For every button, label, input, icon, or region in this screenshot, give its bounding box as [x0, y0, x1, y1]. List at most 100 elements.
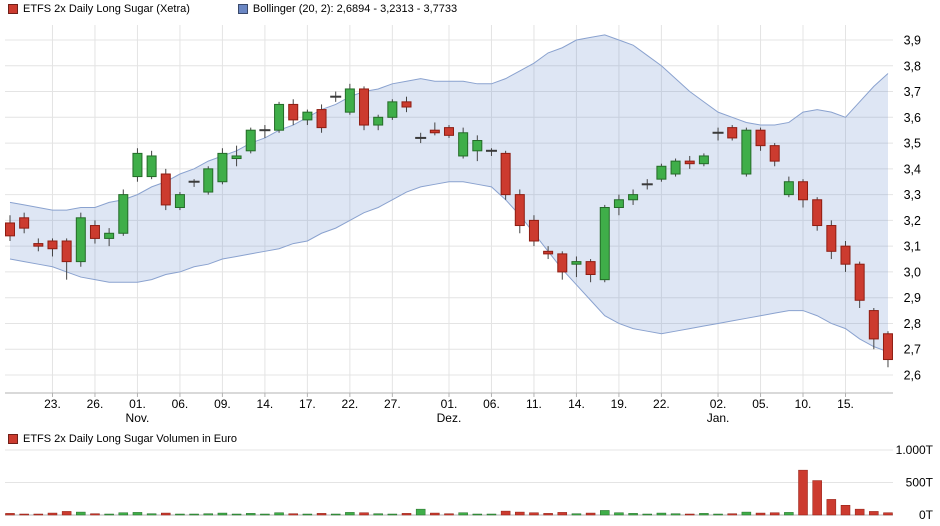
candle[interactable] [359, 88, 370, 126]
volume-bar[interactable] [288, 513, 298, 516]
volume-bar[interactable] [769, 512, 780, 516]
volume-bar[interactable] [713, 513, 723, 516]
volume-bar[interactable] [515, 511, 525, 516]
candle[interactable] [826, 225, 837, 252]
candle[interactable] [429, 129, 440, 134]
candle[interactable] [840, 245, 851, 265]
volume-bar[interactable] [5, 513, 15, 516]
volume-bar[interactable] [274, 512, 284, 516]
volume-bar[interactable] [585, 512, 596, 516]
volume-bar[interactable] [330, 513, 341, 516]
volume-bar[interactable] [854, 508, 865, 516]
volume-bar[interactable] [444, 513, 454, 516]
candle[interactable] [47, 240, 58, 250]
candle[interactable] [401, 101, 412, 108]
candle[interactable] [61, 240, 72, 263]
candle[interactable] [316, 109, 327, 129]
volume-bar[interactable] [217, 512, 228, 516]
candle[interactable] [500, 152, 511, 196]
candle[interactable] [628, 194, 639, 201]
candle[interactable] [132, 152, 143, 178]
candle[interactable] [585, 261, 596, 276]
volume-bar[interactable] [104, 513, 114, 516]
volume-bar[interactable] [798, 469, 808, 516]
volume-bar[interactable] [33, 513, 44, 516]
candle[interactable] [118, 194, 129, 234]
volume-bar[interactable] [600, 510, 610, 516]
candle[interactable] [458, 132, 469, 157]
volume-bar[interactable] [359, 512, 369, 516]
volume-bar[interactable] [245, 513, 256, 516]
candle[interactable] [798, 181, 809, 201]
candle-doji[interactable] [188, 180, 200, 183]
candle-doji[interactable] [712, 131, 724, 134]
candle-doji[interactable] [415, 136, 427, 139]
candle[interactable] [599, 207, 610, 281]
volume-bar[interactable] [543, 513, 553, 516]
candle[interactable] [528, 219, 539, 242]
candle-doji[interactable] [485, 149, 497, 152]
volume-bar[interactable] [755, 512, 766, 516]
candle[interactable] [727, 127, 738, 139]
volume-series-legend-item[interactable]: ETFS 2x Daily Long Sugar Volumen in Euro [8, 433, 237, 445]
volume-bar[interactable] [61, 511, 72, 516]
volume-bar[interactable] [812, 480, 822, 516]
bollinger-legend-item[interactable]: Bollinger (20, 2): 2,6894 - 3,2313 - 3,7… [237, 3, 457, 15]
candle[interactable] [656, 165, 667, 180]
candle[interactable] [160, 173, 171, 206]
candle[interactable] [670, 160, 681, 175]
price-series-legend-item[interactable]: ETFS 2x Daily Long Sugar (Xetra) [8, 3, 190, 15]
candle[interactable] [387, 101, 398, 118]
candle[interactable] [741, 129, 752, 175]
volume-bar[interactable] [741, 511, 752, 516]
candle[interactable] [89, 225, 100, 239]
candle[interactable] [443, 127, 454, 136]
volume-bar[interactable] [486, 513, 497, 516]
candle[interactable] [755, 129, 766, 147]
candle[interactable] [217, 152, 228, 183]
volume-bar[interactable] [883, 512, 893, 516]
candle[interactable] [783, 181, 794, 196]
volume-bar[interactable] [656, 512, 667, 516]
candle[interactable] [245, 129, 256, 152]
candle[interactable] [5, 222, 15, 237]
candle-doji[interactable] [259, 129, 271, 132]
volume-bar[interactable] [161, 512, 171, 516]
candle[interactable] [882, 333, 893, 361]
candle[interactable] [203, 168, 214, 193]
candle[interactable] [302, 111, 313, 121]
volume-bar[interactable] [628, 513, 638, 516]
candle[interactable] [684, 160, 695, 165]
volume-bar[interactable] [175, 513, 185, 516]
volume-bar[interactable] [90, 513, 100, 516]
volume-bar[interactable] [132, 512, 143, 516]
volume-bar[interactable] [302, 513, 313, 516]
volume-bar[interactable] [670, 513, 681, 516]
candle[interactable] [557, 253, 568, 273]
volume-bar[interactable] [203, 513, 214, 516]
candle[interactable] [33, 243, 44, 247]
candle[interactable] [698, 155, 709, 165]
volume-bar[interactable] [557, 512, 568, 516]
candle[interactable] [231, 155, 242, 160]
volume-bar[interactable] [684, 513, 695, 516]
volume-bar[interactable] [614, 512, 624, 516]
volume-bar[interactable] [19, 513, 29, 516]
candle[interactable] [373, 116, 384, 126]
candle[interactable] [344, 88, 355, 113]
volume-bar[interactable] [189, 513, 199, 516]
volume-bar[interactable] [76, 511, 86, 516]
candle[interactable] [146, 155, 157, 178]
candle[interactable] [812, 199, 823, 227]
candle-doji[interactable] [330, 95, 342, 98]
volume-bar[interactable] [401, 513, 412, 516]
candle[interactable] [543, 250, 554, 255]
candle[interactable] [174, 194, 185, 209]
volume-bar[interactable] [316, 513, 327, 516]
volume-bar[interactable] [869, 511, 879, 516]
volume-bar[interactable] [529, 512, 539, 516]
volume-bar[interactable] [472, 513, 483, 516]
volume-bar[interactable] [458, 512, 468, 516]
candle[interactable] [868, 310, 879, 340]
candle[interactable] [769, 145, 780, 162]
